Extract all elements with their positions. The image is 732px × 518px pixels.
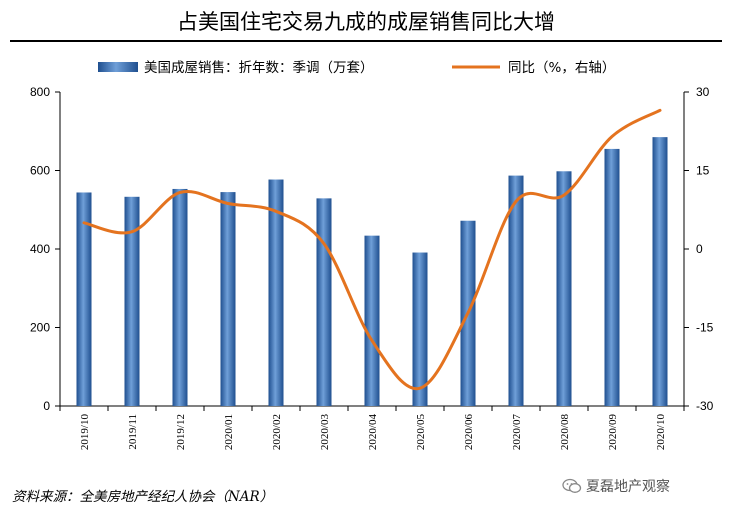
right-tick-label: 15 <box>696 164 710 178</box>
bar <box>412 252 428 406</box>
bar <box>268 179 284 406</box>
wechat-icon <box>562 478 582 493</box>
left-tick-label: 200 <box>30 321 50 335</box>
right-tick-label: 30 <box>696 85 710 99</box>
bar <box>508 175 524 406</box>
legend-bar-swatch <box>98 62 138 72</box>
x-tick-label: 2019/10 <box>79 414 91 451</box>
watermark: 夏磊地产观察 <box>562 476 670 496</box>
bar <box>316 198 332 406</box>
bar <box>124 196 140 406</box>
bar <box>172 188 188 406</box>
plot-area: 0 200 400 600 800 -30 -15 0 15 30 2019/10 2019/11 20… <box>30 85 714 450</box>
x-tick-label: 2020/08 <box>559 414 571 451</box>
title-underline <box>10 40 722 42</box>
right-tick-label: -30 <box>696 399 714 413</box>
bar <box>604 148 620 406</box>
bar <box>220 192 236 406</box>
chart-title: 占美国住宅交易九成的成屋销售同比大增 <box>177 10 555 34</box>
x-tick-label: 2019/11 <box>127 414 139 450</box>
yoy-line <box>82 108 662 391</box>
bar <box>556 171 572 406</box>
left-tick-label: 600 <box>30 164 50 178</box>
left-tick-label: 800 <box>30 85 50 99</box>
right-tick-label: -15 <box>696 321 714 335</box>
x-tick-label: 2020/02 <box>271 414 283 450</box>
x-tick-label: 2020/06 <box>463 414 475 451</box>
x-tick-label: 2020/05 <box>415 414 427 451</box>
legend: 美国成屋销售：折年数：季调（万套） 同比（%，右轴） <box>98 60 615 76</box>
source-note: 资料来源：全美房地产经纪人协会（NAR） <box>12 489 274 505</box>
x-tick-label: 2020/10 <box>655 414 667 451</box>
right-tick-label: 0 <box>696 242 703 256</box>
x-tick-label: 2020/03 <box>319 414 331 451</box>
x-tick-label: 2020/09 <box>607 414 619 451</box>
bar <box>364 235 380 406</box>
watermark-text: 夏磊地产观察 <box>586 479 670 495</box>
legend-bar-label: 美国成屋销售：折年数：季调（万套） <box>144 60 374 76</box>
legend-line-label: 同比（%，右轴） <box>508 60 615 76</box>
x-tick-label: 2020/07 <box>511 414 523 451</box>
left-tick-label: 400 <box>30 242 50 256</box>
x-tick-label: 2020/04 <box>367 414 379 451</box>
bar <box>652 137 668 406</box>
bar <box>76 192 92 406</box>
x-tick-label: 2020/01 <box>223 414 235 450</box>
x-tick-label: 2019/12 <box>175 414 187 450</box>
left-tick-label: 0 <box>43 399 50 413</box>
